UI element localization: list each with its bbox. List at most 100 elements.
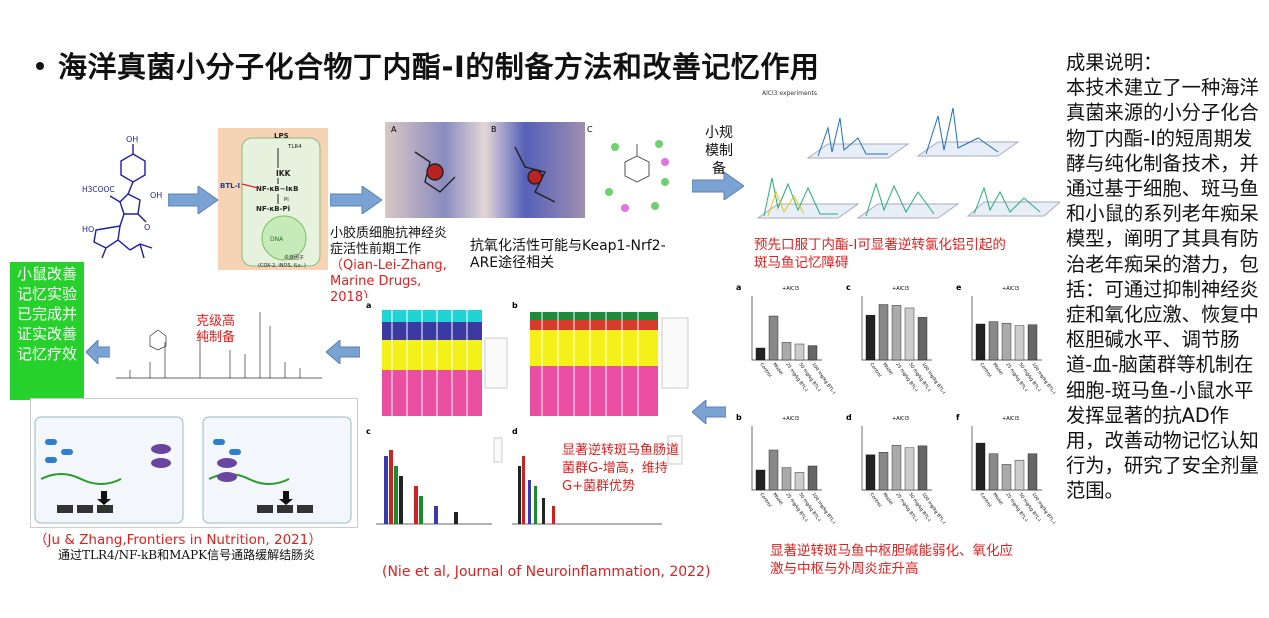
- colitis-note: 通过TLR4/NF-kB和MAPK信号通路缓解结肠炎: [58, 548, 316, 562]
- svg-text:Pi: Pi: [284, 197, 289, 203]
- category-tick-label: Model: [991, 362, 1004, 377]
- svg-text:a: a: [366, 301, 371, 310]
- bar: [1027, 324, 1038, 361]
- bar: [1001, 323, 1012, 361]
- bar: [988, 321, 999, 361]
- bar: [878, 304, 889, 361]
- bar: [781, 467, 792, 491]
- arrow-right-icon: [692, 172, 744, 200]
- category-tick-label: Control: [758, 492, 772, 509]
- chart-panel-label: e: [956, 283, 962, 292]
- category-tick-label: Control: [758, 362, 772, 379]
- bar: [781, 342, 792, 361]
- svg-text:b: b: [512, 301, 518, 310]
- interaction-diagram: C: [585, 122, 685, 218]
- svg-text:OH: OH: [150, 191, 162, 200]
- alcl3-group-label: +AlCl3: [892, 416, 909, 422]
- bar: [807, 465, 818, 491]
- bullet-icon: [36, 62, 44, 70]
- alcl3-3d-plots: AlCl3 experiments: [748, 88, 1060, 234]
- svg-text:B: B: [491, 125, 497, 134]
- svg-text:BTL-I: BTL-I: [220, 182, 240, 190]
- results-description: 成果说明： 本技术建立了一种海洋真菌来源的小分子化合物丁内酯-I的短周期发酵与纯…: [1066, 50, 1262, 504]
- arrow-right-icon: [330, 186, 382, 214]
- nfkb-pathway-diagram: LPS TLR4 BTL-I IKK NF-κB~IκB Pi NF-κB-Pi…: [218, 128, 328, 270]
- microglia-caption: 小胶质细胞抗神经炎 症活性前期工作 （Qian-Lei-Zhang, Marin…: [330, 226, 448, 305]
- bar: [917, 317, 928, 361]
- bar: [865, 315, 876, 361]
- cholinergic-caption: 显著逆转斑马鱼中枢胆碱能弱化、氧化应 激与中枢与外周炎症升高: [770, 543, 1013, 577]
- alcl3-group-label: +AlCl3: [782, 416, 799, 422]
- category-tick-label: 100 mg/kg BTL-I: [1030, 492, 1056, 526]
- category-tick-label: 100 mg/kg BTL-I: [1030, 362, 1056, 396]
- results-heading: 成果说明：: [1066, 51, 1163, 74]
- svg-text:IKK: IKK: [276, 169, 292, 178]
- category-tick-label: 100 mg/kg BTL-I: [810, 492, 836, 526]
- svg-text:d: d: [512, 427, 518, 436]
- molecular-docking-image: A B: [385, 122, 585, 218]
- bar: [768, 315, 779, 361]
- svg-text:炎症因子: 炎症因子: [284, 254, 304, 261]
- small-scale-prep-label: 小规模制备: [705, 125, 733, 177]
- bar: [917, 445, 928, 491]
- bar: [1014, 459, 1025, 491]
- bar: [865, 454, 876, 491]
- bar: [1001, 464, 1012, 491]
- bar: [794, 343, 805, 361]
- category-tick-label: Control: [978, 492, 992, 509]
- bar: [904, 447, 915, 491]
- bar: [891, 444, 902, 491]
- svg-text:OH: OH: [126, 135, 138, 144]
- bar: [891, 305, 902, 361]
- page-title: 海洋真菌小分子化合物丁内酯-I的制备方法和改善记忆作用: [36, 44, 819, 86]
- svg-text:LPS: LPS: [274, 132, 289, 140]
- bar: [1027, 453, 1038, 491]
- antioxidant-caption: 抗氧化活性可能与Keap1-Nrf2- ARE途径相关: [470, 238, 666, 271]
- arrow-left-icon: [692, 400, 726, 424]
- bar: [794, 472, 805, 491]
- alcl3-group-label: +AlCl3: [1002, 286, 1019, 292]
- bar: [807, 345, 818, 361]
- gut-microbiota-bars: a b: [362, 298, 692, 426]
- bar: [755, 347, 766, 361]
- category-tick-label: 100 mg/kg BTL-I: [810, 362, 836, 396]
- category-tick-label: Model: [771, 492, 784, 507]
- svg-text:(COX-2, iNOS, ILs..): (COX-2, iNOS, ILs..): [258, 263, 306, 269]
- category-tick-label: Model: [991, 492, 1004, 507]
- bar: [904, 307, 915, 361]
- svg-text:O: O: [144, 223, 150, 232]
- results-body: 本技术建立了一种海洋真菌来源的小分子化合物丁内酯-I的短周期发酵与纯化制备技术，…: [1066, 76, 1259, 503]
- category-tick-label: Control: [978, 362, 992, 379]
- category-tick-label: Control: [868, 362, 882, 379]
- svg-text:TLR4: TLR4: [287, 144, 302, 150]
- nmr-spectrum: 克级高 纯制备: [110, 292, 328, 392]
- chemical-structure: OH H3COOC O OH HO: [82, 135, 162, 259]
- svg-text:HO: HO: [82, 225, 94, 234]
- mouse-memory-box: 小鼠改善记忆实验已完成并证实改善记忆疗效: [10, 262, 84, 400]
- zebrafish-memory-caption: 预先口服丁内酯-I可显著逆转氯化铝引起的 斑马鱼记忆障碍: [754, 237, 1006, 271]
- svg-text:A: A: [391, 125, 397, 134]
- bar: [1014, 325, 1025, 361]
- category-tick-label: 100 mg/kg BTL-I: [920, 362, 946, 396]
- chart-panel-label: c: [846, 283, 851, 292]
- gut-caption: 显著逆转斑马鱼肠道 菌群G-增高，维持 G+菌群优势: [562, 443, 680, 494]
- bar: [768, 449, 779, 491]
- gut-abundance-charts: c d 显著逆转斑马鱼肠道 菌群G-增高，维持 G+菌群优势: [362, 426, 692, 538]
- alcl3-group-label: +AlCl3: [892, 286, 909, 292]
- bar: [975, 442, 986, 491]
- svg-text:NF-κB~IκB: NF-κB~IκB: [256, 185, 298, 193]
- arrow-right-icon: [168, 186, 218, 214]
- gram-prep-label: 克级高 纯制备: [196, 314, 236, 345]
- chart-panel-label: d: [846, 413, 852, 422]
- chart-panel-label: f: [956, 413, 960, 422]
- colitis-mechanism-diagram: [30, 398, 358, 528]
- svg-text:c: c: [366, 427, 371, 436]
- nie-reference: (Nie et al, Journal of Neuroinflammation…: [382, 564, 711, 580]
- alcl3-group-label: +AlCl3: [782, 286, 799, 292]
- bar: [755, 469, 766, 491]
- category-tick-label: Control: [868, 492, 882, 509]
- svg-text:C: C: [587, 125, 593, 134]
- bar: [988, 453, 999, 491]
- ju-zhang-reference: （Ju & Zhang,Frontiers in Nutrition, 2021…: [34, 532, 322, 548]
